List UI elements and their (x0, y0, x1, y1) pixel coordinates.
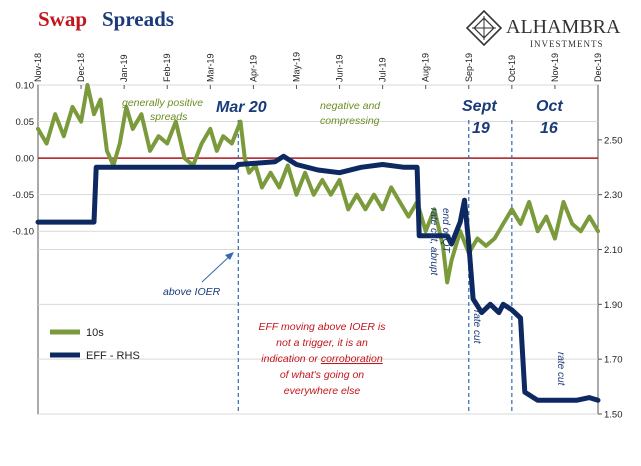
logo-sub: INVESTMENTS (530, 39, 604, 49)
series-line-eff (35, 153, 601, 403)
right-tick-label-5: 1.50 (604, 410, 623, 421)
eff-note-line4: of what's going on (280, 369, 364, 381)
left-axis-ticks: 0.10 0.05 0.00 -0.05 -0.10 (12, 81, 34, 238)
x-tick-label-8: Jul-19 (378, 57, 388, 82)
alhambra-logo: ALHAMBRA INVESTMENTS (465, 9, 621, 49)
x-tick-label-5: Apr-19 (248, 55, 258, 82)
x-tick-label-9: Aug-19 (421, 53, 431, 82)
left-tick-label-4: -0.10 (12, 227, 34, 238)
annotation-above-ioer: above IOER (163, 286, 221, 298)
right-axis-ticks: 2.50 2.30 2.10 1.90 1.70 1.50 (598, 135, 623, 421)
right-tick-label-2: 2.10 (604, 245, 623, 256)
legend-label-eff: EFF - RHS (86, 350, 140, 362)
x-tick-label-2: Jan-19 (119, 54, 129, 82)
eff-note-line1: EFF moving above IOER is (258, 321, 386, 333)
x-tick-label-13: Dec-19 (593, 53, 603, 82)
series-lines (35, 83, 601, 403)
left-tick-label-1: 0.05 (16, 117, 35, 128)
x-tick-label-12: Nov-19 (550, 53, 560, 82)
title-swap: Swap (38, 7, 87, 31)
right-tick-label-3: 1.90 (604, 300, 623, 311)
x-tick-label-3: Feb-19 (162, 53, 172, 82)
x-axis-ticks: Nov-18 Dec-18 Jan-19 Feb-19 Mar-19 Apr-19 May-… (33, 52, 603, 89)
right-tick-label-4: 1.70 (604, 355, 623, 366)
right-tick-label-1: 2.30 (604, 190, 623, 201)
x-tick-label-1: Dec-18 (76, 53, 86, 82)
legend-label-10s: 10s (86, 327, 104, 339)
gridlines (38, 84, 598, 415)
eff-note: EFF moving above IOER is not a trigger, … (258, 321, 386, 397)
series-line-10s (36, 83, 600, 285)
annotation-rate-cut-1: rate cut, abrupt (428, 208, 439, 276)
annotation-end-qt: end of QT (440, 208, 451, 253)
arrow-icon (201, 252, 234, 283)
x-tick-label-11: Oct-19 (507, 55, 517, 82)
right-tick-label-0: 2.50 (604, 135, 623, 146)
annotation-positive-1: generally positive (122, 97, 203, 109)
annotation-sept-19: 19 (472, 120, 490, 137)
x-tick-label-0: Nov-18 (33, 53, 43, 82)
annotation-mar20: Mar 20 (216, 99, 267, 116)
left-tick-label-2: 0.00 (16, 154, 35, 165)
logo-name: ALHAMBRA (506, 16, 621, 38)
annotation-negative-1: negative and (320, 100, 381, 112)
annotation-sept: Sept (462, 98, 497, 115)
annotation-positive-2: spreads (150, 111, 188, 123)
title-spreads: Spreads (102, 7, 174, 31)
x-tick-label-4: Mar-19 (205, 53, 215, 82)
eff-note-line2: not a trigger, it is an (276, 337, 368, 349)
diamond-logo-icon (465, 9, 503, 47)
annotation-oct: Oct (536, 98, 563, 115)
eff-note-line5: everywhere else (284, 385, 361, 397)
x-tick-label-6: May-19 (291, 52, 301, 82)
legend: 10s EFF - RHS (50, 327, 140, 362)
annotation-negative-2: compressing (320, 115, 380, 127)
annotation-rate-cut-2: rate cut (471, 310, 482, 345)
x-tick-label-10: Sep-19 (464, 53, 474, 82)
eff-note-line3: indication or corroboration (261, 353, 383, 365)
annotation-oct-16: 16 (540, 120, 558, 137)
x-tick-label-7: Jun-19 (335, 54, 345, 82)
left-tick-label-0: 0.10 (16, 81, 35, 92)
annotation-rate-cut-3: rate cut (555, 352, 566, 387)
left-tick-label-3: -0.05 (12, 190, 34, 201)
